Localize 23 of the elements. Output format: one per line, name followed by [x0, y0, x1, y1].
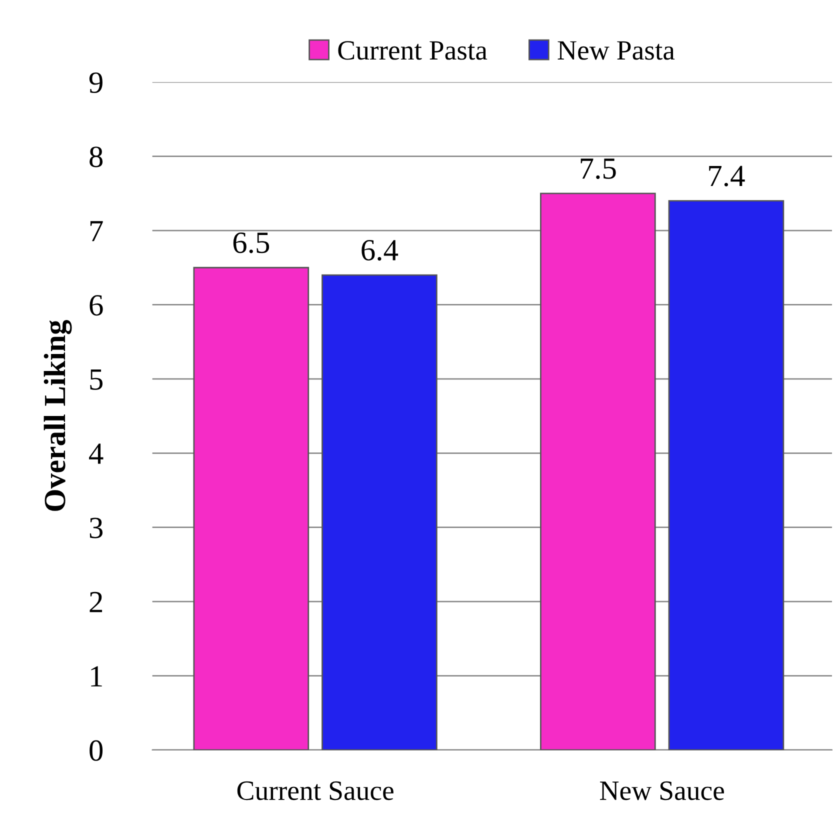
bar — [540, 192, 656, 750]
y-tick-label: 8 — [90, 146, 103, 168]
y-tick-label: 5 — [90, 370, 103, 390]
y-axis-title: Overall Liking — [44, 320, 72, 511]
data-label: 6.5 — [233, 232, 270, 254]
y-tick-label: 7 — [90, 221, 103, 242]
y-tick-label: 2 — [90, 592, 102, 612]
legend-label: New Pasta — [558, 41, 675, 60]
x-tick-label: Current Sauce — [237, 781, 394, 800]
y-tick-label: 4 — [89, 444, 104, 464]
y-tick-label: 0 — [90, 740, 103, 761]
y-tick-label: 6 — [90, 295, 103, 316]
y-tick-label: 3 — [90, 518, 103, 538]
data-label: 7.5 — [580, 158, 616, 180]
legend-label: Current Pasta — [338, 41, 488, 60]
x-tick-label: New Sauce — [600, 781, 724, 800]
y-tick-label: 1 — [91, 666, 102, 686]
bar — [668, 200, 784, 750]
data-label: 7.4 — [709, 166, 745, 186]
bar — [193, 266, 310, 750]
data-label: 6.4 — [362, 240, 398, 261]
bar — [322, 274, 438, 750]
y-tick-label: 9 — [89, 72, 102, 93]
